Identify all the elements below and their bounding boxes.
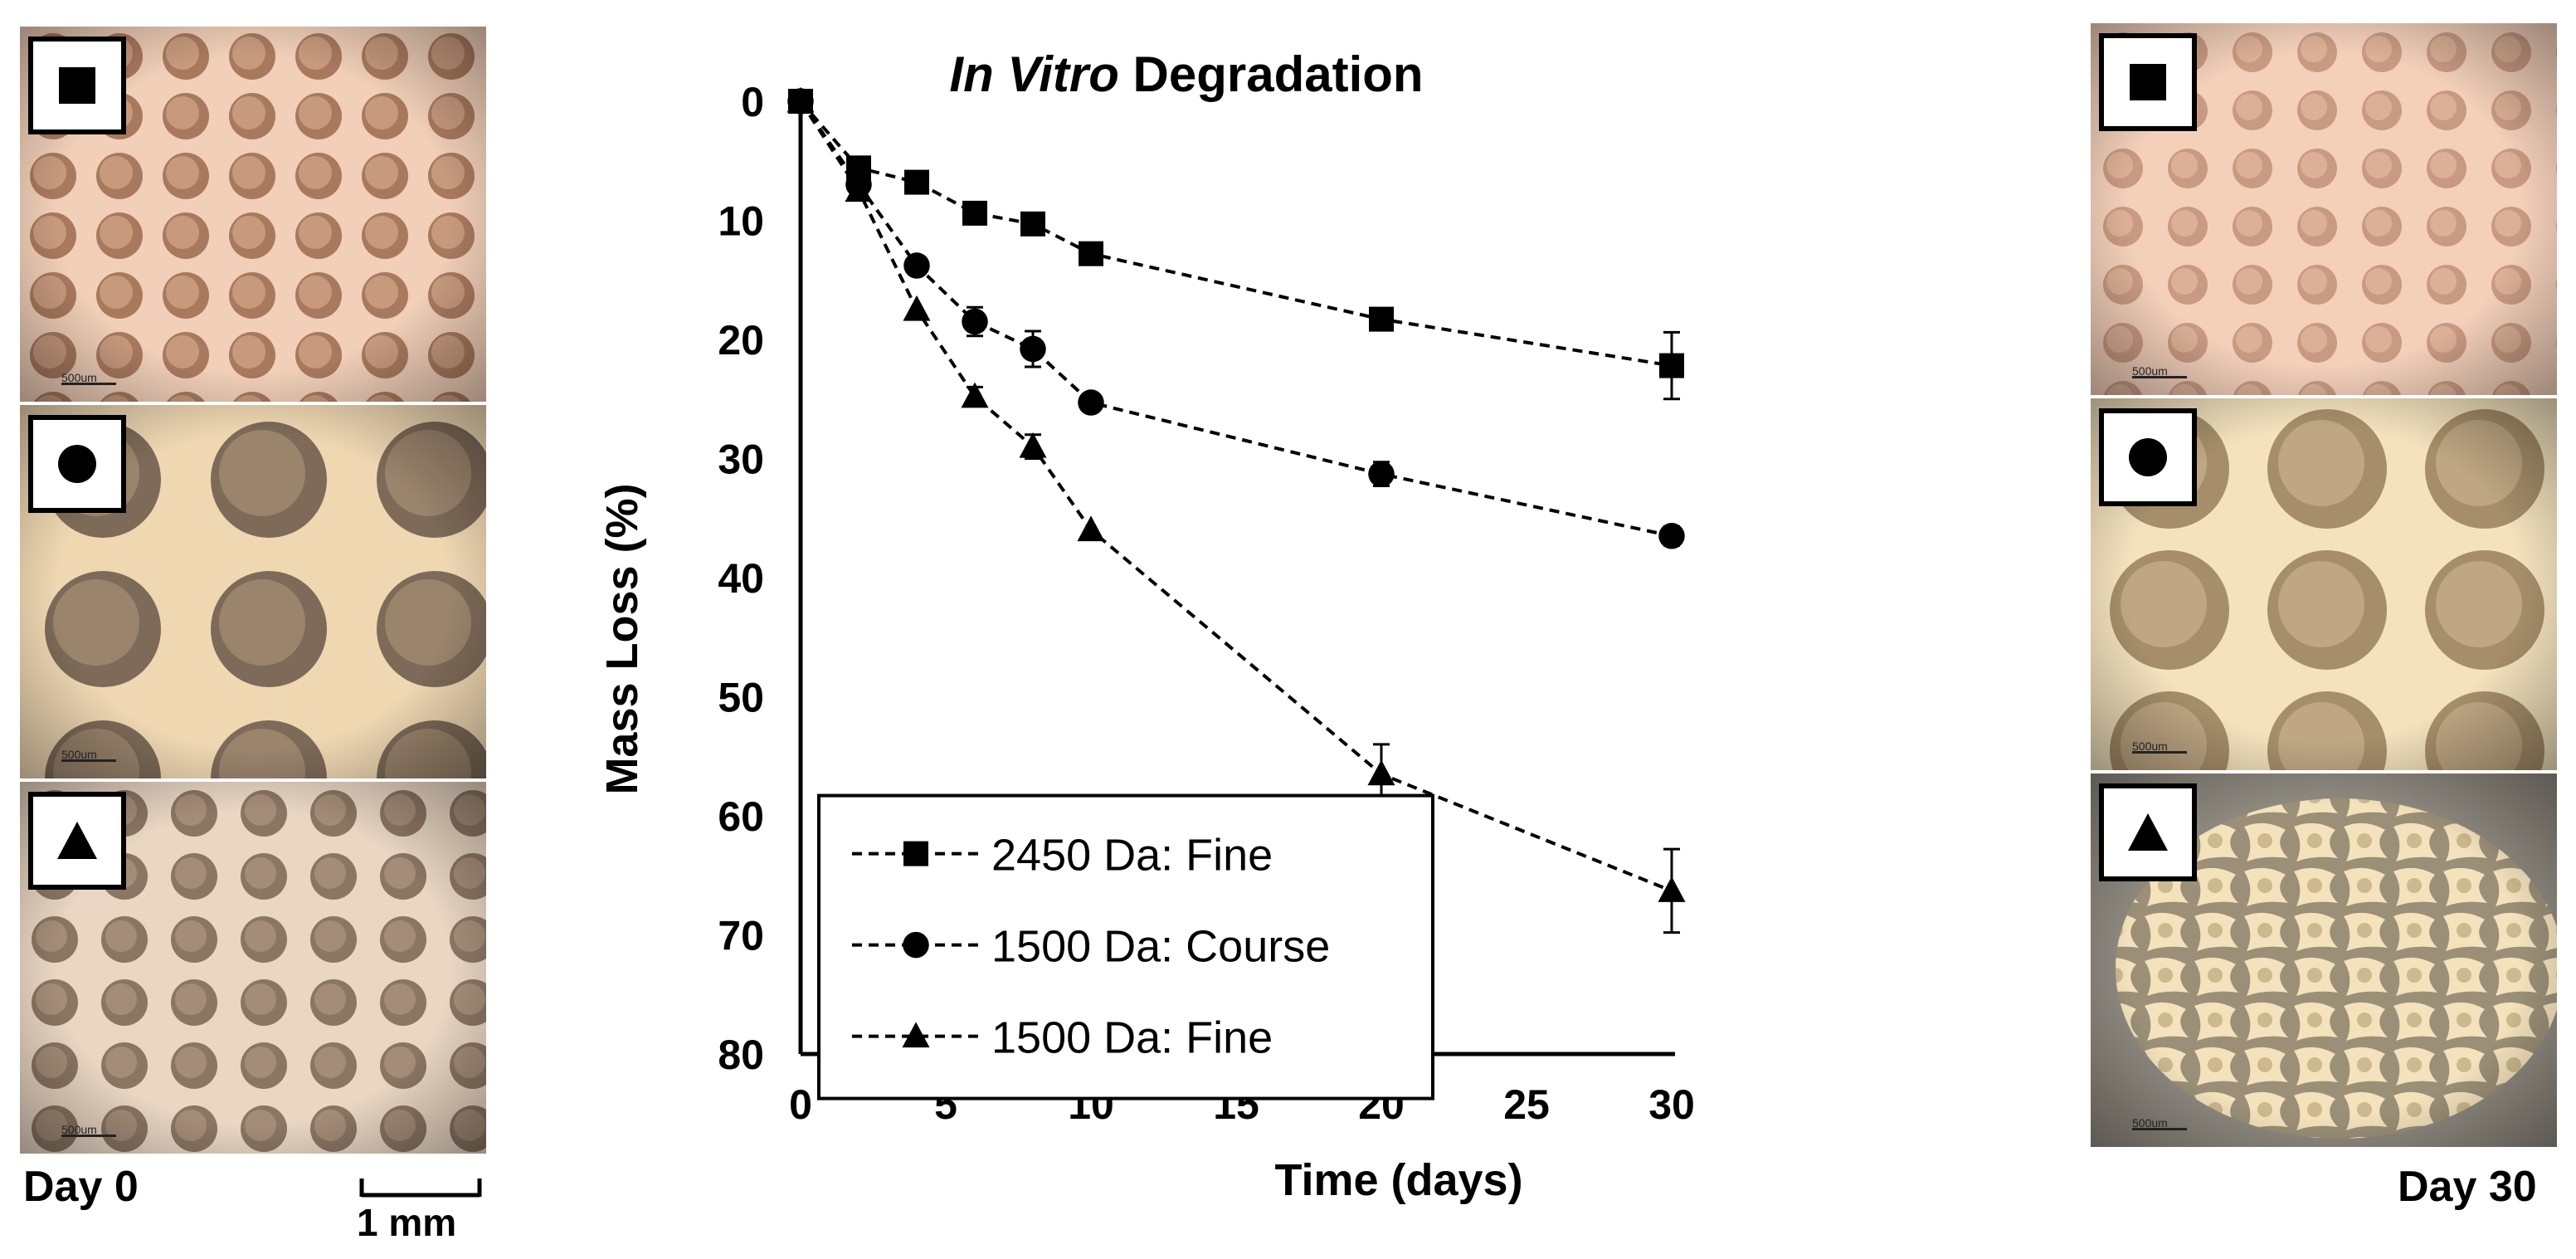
circle-symbol-box bbox=[28, 415, 126, 513]
day0-triangle-micrograph: 500um bbox=[20, 782, 486, 1154]
scale-bar-label: 1 mm bbox=[357, 1201, 457, 1244]
circle-symbol-box bbox=[2099, 408, 2197, 506]
day0-circle-micrograph: 500um bbox=[20, 405, 486, 778]
data-point-triangle bbox=[845, 176, 873, 203]
y-tick-label: 10 bbox=[718, 198, 764, 245]
y-axis-label: Mass Loss (%) bbox=[597, 483, 647, 794]
day30-circle-micrograph: 500um bbox=[2091, 398, 2557, 770]
legend-label: 2450 Da: Fine bbox=[991, 831, 1273, 881]
y-tick-label: 80 bbox=[718, 1032, 764, 1078]
data-point-circle bbox=[1368, 461, 1395, 487]
data-point-triangle bbox=[786, 86, 815, 113]
chart-title: In Vitro Degradation bbox=[949, 46, 1423, 102]
series-line-square bbox=[799, 100, 1673, 368]
data-point-triangle bbox=[1019, 432, 1047, 458]
series-line-circle bbox=[799, 100, 1673, 538]
day30-label: Day 30 bbox=[2398, 1163, 2537, 1211]
y-tick-label: 60 bbox=[718, 793, 764, 840]
day0-square-micrograph: 500um bbox=[20, 27, 486, 402]
y-tick-label: 50 bbox=[718, 675, 764, 721]
triangle-symbol-box bbox=[2099, 783, 2197, 881]
legend-marker-triangle bbox=[902, 1022, 930, 1048]
day30-square-micrograph: 500um bbox=[2091, 23, 2557, 395]
data-point-triangle bbox=[1658, 876, 1686, 902]
data-point-triangle bbox=[1367, 759, 1395, 786]
micro-scale-bar: 500um bbox=[61, 1123, 116, 1137]
y-tick-label: 20 bbox=[718, 317, 764, 364]
circle-marker-icon bbox=[2129, 438, 2167, 476]
y-tick-label: 0 bbox=[741, 79, 764, 125]
triangle-marker-icon bbox=[57, 822, 97, 859]
data-point-triangle bbox=[903, 295, 931, 321]
data-point-circle bbox=[962, 308, 988, 335]
x-axis-label: Time (days) bbox=[1274, 1155, 1522, 1205]
data-point-square bbox=[904, 169, 929, 195]
square-symbol-box bbox=[28, 37, 126, 134]
day30-triangle-micrograph: 500um bbox=[2091, 773, 2557, 1147]
square-marker-icon bbox=[59, 67, 95, 104]
series-line-triangle bbox=[799, 100, 1673, 893]
x-tick-label: 30 bbox=[1648, 1081, 1695, 1128]
triangle-symbol-box bbox=[28, 792, 126, 890]
data-point-square bbox=[962, 200, 987, 226]
x-tick-label: 0 bbox=[789, 1081, 812, 1128]
data-point-square bbox=[1079, 241, 1103, 266]
micro-scale-bar: 500um bbox=[61, 748, 116, 762]
circle-marker-icon bbox=[58, 445, 96, 483]
data-point-circle bbox=[1020, 335, 1046, 363]
data-point-triangle bbox=[961, 382, 989, 408]
legend-marker-square bbox=[903, 841, 928, 866]
data-point-triangle bbox=[1077, 515, 1105, 542]
x-tick-label: 25 bbox=[1503, 1081, 1550, 1128]
data-point-circle bbox=[1658, 523, 1685, 549]
triangle-marker-icon bbox=[2128, 813, 2168, 851]
y-tick-label: 30 bbox=[718, 437, 764, 483]
triangle-scaffold-texture bbox=[20, 782, 486, 1154]
square-marker-icon bbox=[2130, 64, 2166, 100]
data-point-square bbox=[1369, 306, 1394, 332]
micro-scale-bar: 500um bbox=[2132, 364, 2187, 378]
chart-title-italic: In Vitro bbox=[949, 46, 1118, 102]
data-point-circle bbox=[1078, 389, 1104, 416]
y-tick-label: 40 bbox=[718, 555, 764, 602]
day0-label: Day 0 bbox=[23, 1163, 139, 1211]
micro-scale-bar: 500um bbox=[2132, 739, 2187, 754]
mm-scale-bar bbox=[359, 1178, 482, 1198]
data-point-square bbox=[1020, 211, 1045, 237]
y-tick-label: 70 bbox=[718, 913, 764, 959]
legend-label: 1500 Da: Course bbox=[991, 922, 1330, 972]
data-point-circle bbox=[903, 252, 930, 279]
micro-scale-bar: 500um bbox=[2132, 1116, 2187, 1130]
square-symbol-box bbox=[2099, 33, 2197, 131]
legend-marker-circle bbox=[903, 931, 929, 959]
chart-title-rest: Degradation bbox=[1119, 46, 1424, 102]
data-point-square bbox=[1659, 353, 1684, 378]
micro-scale-bar: 500um bbox=[61, 371, 116, 385]
legend-label: 1500 Da: Fine bbox=[991, 1013, 1273, 1063]
